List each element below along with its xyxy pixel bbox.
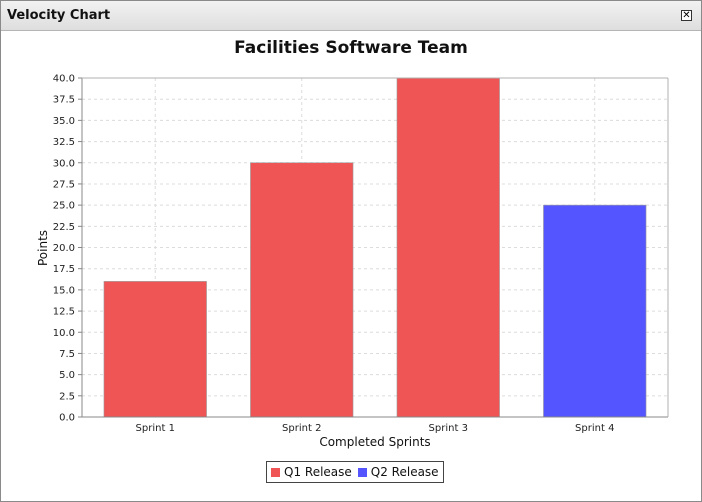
bars (103, 77, 647, 418)
window-title: Velocity Chart (7, 8, 111, 23)
legend-label: Q1 Release (284, 465, 352, 479)
bar-sprint-1 (103, 281, 207, 418)
x-tick-label: Sprint 2 (282, 423, 321, 434)
y-axis-label: Points (36, 230, 50, 266)
y-tick-label: 25.0 (53, 201, 75, 212)
velocity-bar-chart: Facilities Software Team 0.0 2.5 5.0 7.5 10.… (36, 38, 669, 449)
y-tick-label: 12.5 (53, 307, 75, 318)
x-tick-label: Sprint 4 (575, 423, 614, 434)
legend-swatch (271, 467, 280, 477)
bar-sprint-3 (396, 77, 500, 418)
chart-legend: Q1 Release Q2 Release (266, 461, 444, 483)
window-titlebar[interactable]: Velocity Chart ✕ (1, 1, 701, 31)
x-tick-label: Sprint 3 (429, 423, 468, 434)
y-tick-label: 5.0 (59, 370, 75, 381)
y-tick-label: 22.5 (53, 222, 75, 233)
y-tick-label: 17.5 (53, 264, 75, 275)
y-tick-label: 27.5 (53, 179, 75, 190)
y-tick-label: 2.5 (59, 391, 75, 402)
close-button[interactable]: ✕ (681, 10, 692, 21)
axes: 0.0 2.5 5.0 7.5 10.0 12.5 15.0 17.5 20.0 22.5 25.0… (53, 74, 669, 434)
bar-sprint-2 (250, 162, 354, 418)
y-tick-label: 40.0 (53, 74, 75, 85)
legend-item: Q1 Release (271, 465, 352, 479)
close-icon: ✕ (682, 10, 691, 21)
y-tick-label: 30.0 (53, 158, 75, 169)
x-tick-label: Sprint 1 (136, 423, 175, 434)
x-axis-label: Completed Sprints (319, 435, 430, 449)
y-tick-label: 37.5 (53, 95, 75, 106)
legend-item: Q2 Release (357, 465, 439, 479)
y-tick-label: 10.0 (53, 328, 75, 339)
bar-sprint-4 (543, 204, 647, 418)
y-tick-label: 32.5 (53, 137, 75, 148)
chart-title: Facilities Software Team (234, 38, 468, 58)
y-tick-label: 7.5 (59, 349, 75, 360)
y-tick-label: 35.0 (53, 116, 75, 127)
legend-swatch (357, 467, 367, 477)
y-tick-label: 20.0 (53, 243, 75, 254)
legend-label: Q2 Release (370, 465, 439, 479)
y-tick-label: 15.0 (53, 285, 75, 296)
y-tick-label: 0.0 (59, 413, 75, 424)
